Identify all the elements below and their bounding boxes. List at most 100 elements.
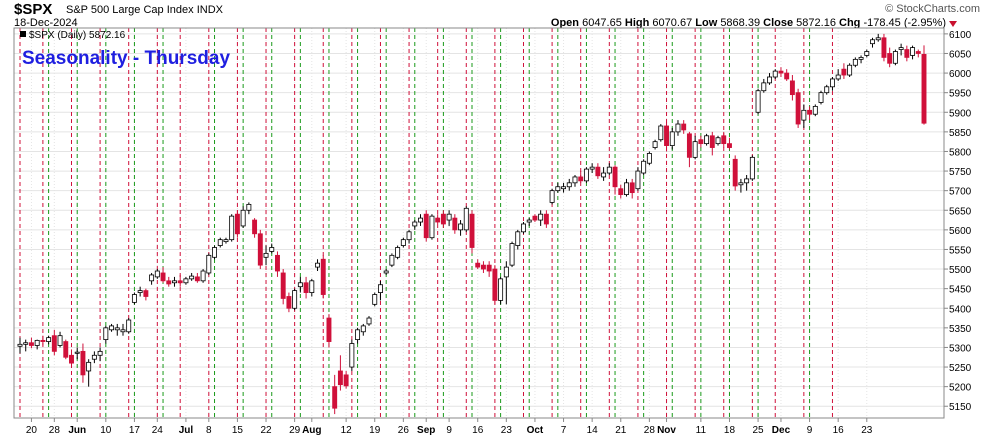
candle-body-up	[293, 291, 297, 309]
y-tick-label: 5850	[949, 128, 972, 139]
candle	[270, 244, 274, 254]
candle	[58, 332, 62, 348]
candle-body-up	[825, 87, 829, 93]
candle-body-down	[630, 183, 634, 193]
x-tick-label: 20	[26, 425, 38, 436]
candle-body-up	[464, 208, 468, 230]
candle-body-up	[739, 183, 743, 185]
candle-body-up	[516, 232, 520, 246]
candle-body-up	[109, 326, 113, 330]
candle	[304, 277, 308, 299]
y-tick-label: 5250	[949, 363, 972, 374]
candle	[481, 261, 485, 273]
candle-body-up	[458, 224, 462, 230]
candle-body-up	[750, 157, 754, 179]
candle-body-up	[819, 93, 823, 103]
candle	[464, 206, 468, 231]
candle-body-up	[367, 318, 371, 324]
candle-body-up	[115, 328, 119, 330]
candle-body-up	[310, 281, 314, 293]
candle-body-up	[865, 52, 869, 56]
candle-body-up	[447, 214, 451, 220]
x-tick-label: 28	[644, 425, 656, 436]
candle-body-down	[29, 343, 33, 346]
y-tick-label: 5800	[949, 147, 972, 158]
x-tick-label: 11	[696, 425, 707, 436]
candle-body-down	[144, 291, 148, 297]
candle-body-up	[230, 216, 234, 240]
candle	[893, 50, 897, 66]
candle	[705, 134, 709, 146]
candle-body-up	[24, 343, 28, 345]
candle-body-down	[533, 216, 537, 220]
candle-body-up	[92, 355, 96, 359]
legend: $SPX (Daily) 5872.16	[20, 30, 126, 41]
candle	[647, 151, 651, 165]
candle	[607, 163, 611, 175]
candle-body-up	[670, 132, 674, 146]
y-tick-label: 6050	[949, 49, 972, 60]
candle-body-down	[722, 136, 726, 144]
candle	[544, 210, 548, 228]
x-tick-label: 9	[446, 425, 452, 436]
candle-body-up	[859, 57, 863, 59]
candle	[378, 281, 382, 301]
candle-body-down	[253, 220, 257, 234]
candle-body-down	[727, 144, 731, 148]
y-tick-label: 5200	[949, 383, 972, 394]
y-tick-label: 6100	[949, 30, 972, 41]
candle-body-down	[338, 371, 342, 385]
x-tick-label: 29	[289, 425, 301, 436]
candle	[338, 355, 342, 390]
candle	[836, 69, 840, 81]
candle-body-up	[745, 179, 749, 183]
candle-body-up	[384, 271, 388, 273]
candle-body-down	[424, 214, 428, 238]
candle-body-up	[378, 285, 382, 293]
candle	[716, 136, 720, 146]
x-tick-label: 17	[129, 425, 141, 436]
candle-body-down	[453, 218, 457, 230]
candle	[430, 214, 434, 239]
candle	[516, 230, 520, 250]
candle	[401, 238, 405, 248]
candle-body-down	[916, 52, 920, 54]
candle	[275, 251, 279, 276]
candle-body-down	[64, 342, 68, 358]
candle-body-down	[441, 214, 445, 224]
x-tick-label: Jun	[68, 425, 86, 436]
candle-body-up	[899, 48, 903, 50]
candle	[584, 167, 588, 183]
legend-text: $SPX (Daily) 5872.16	[29, 30, 126, 41]
candle-body-up	[567, 183, 571, 187]
candle	[905, 46, 909, 62]
candle-body-down	[69, 355, 73, 363]
x-tick-label: 21	[615, 425, 627, 436]
candle-body-down	[579, 177, 583, 181]
x-tick-label: 23	[861, 425, 873, 436]
candle	[785, 69, 789, 81]
candle-body-up	[676, 124, 680, 132]
candle-body-down	[905, 50, 909, 58]
candle-body-up	[201, 271, 205, 281]
candle-body-down	[619, 189, 623, 195]
candle-body-down	[842, 69, 846, 75]
candle-body-down	[922, 54, 926, 123]
candle-body-up	[87, 362, 91, 371]
candle	[356, 328, 360, 344]
candle-body-up	[407, 232, 411, 240]
candle	[659, 124, 663, 142]
candle	[870, 38, 874, 48]
x-tick-label: Jul	[179, 425, 194, 436]
candle-body-up	[247, 204, 251, 210]
candle-body-up	[830, 79, 834, 87]
candle-body-up	[241, 210, 245, 226]
candle	[882, 34, 886, 61]
candle-body-up	[767, 77, 771, 83]
candle-body-up	[527, 220, 531, 222]
candle	[104, 326, 108, 344]
candle	[321, 255, 325, 298]
candle	[436, 214, 440, 224]
candle-body-up	[716, 138, 720, 144]
